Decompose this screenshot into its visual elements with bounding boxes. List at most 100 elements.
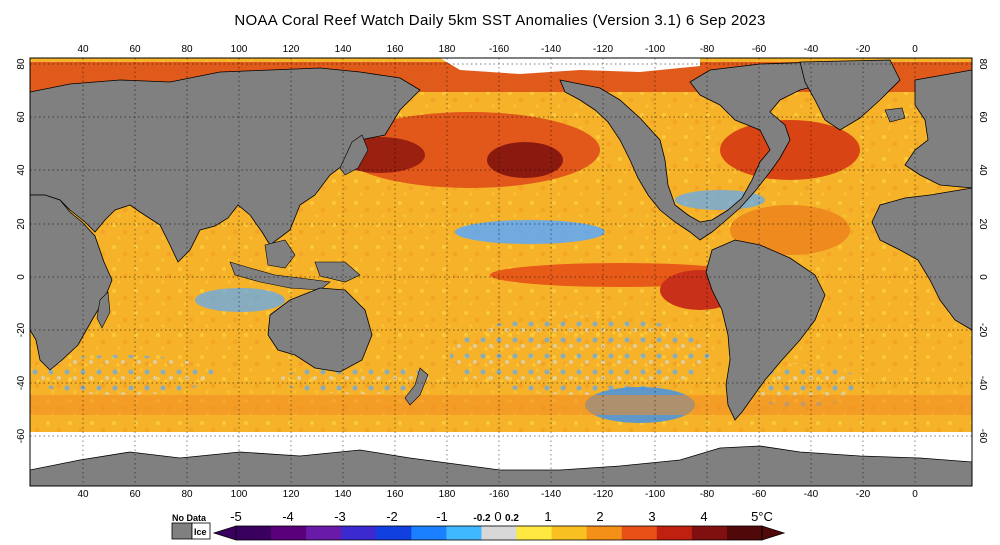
new-guinea-land bbox=[314, 261, 361, 283]
lon-tick-top: -20 bbox=[856, 44, 871, 55]
no-data-label: No Data bbox=[172, 513, 207, 523]
lon-tick-bottom: 60 bbox=[129, 489, 141, 500]
lat-tick-right: 80 bbox=[977, 58, 988, 70]
legend-tick: 5°C bbox=[751, 509, 773, 524]
lon-tick-bottom: 140 bbox=[335, 489, 352, 500]
colorbar-swatch bbox=[621, 526, 658, 540]
lon-tick-bottom: 40 bbox=[77, 489, 89, 500]
australia-land bbox=[267, 287, 373, 373]
colorbar-swatch bbox=[271, 526, 307, 540]
lat-tick-left: -40 bbox=[16, 375, 27, 390]
lat-tick-right: -40 bbox=[977, 376, 988, 391]
lon-tick-bottom: -160 bbox=[489, 489, 509, 500]
lat-tick-left: -60 bbox=[16, 428, 27, 443]
colorbar-swatch bbox=[516, 526, 553, 540]
lat-tick-right: 60 bbox=[977, 111, 988, 123]
legend-tick: 3 bbox=[648, 509, 655, 524]
lon-tick-bottom: 0 bbox=[912, 489, 918, 500]
lat-tick-right: 0 bbox=[977, 274, 988, 280]
west-australia-cool bbox=[195, 288, 285, 312]
legend-tick: 0 bbox=[494, 509, 501, 524]
south-america-land bbox=[705, 239, 826, 421]
africa-east-land bbox=[871, 187, 972, 331]
lon-tick-top: 40 bbox=[77, 44, 89, 55]
lat-ticks-right: 80 60 40 20 0 -20 -40 -60 bbox=[977, 58, 988, 443]
lon-tick-bottom: 100 bbox=[231, 489, 248, 500]
colorbar-arrow-left bbox=[212, 525, 237, 541]
lat-tick-right: -20 bbox=[977, 323, 988, 338]
ice-label: Ice bbox=[194, 527, 207, 537]
lon-tick-top: 0 bbox=[912, 44, 918, 55]
europe-land bbox=[904, 69, 972, 189]
colorbar-swatch bbox=[411, 526, 447, 540]
colorbar-swatch bbox=[551, 526, 588, 540]
lat-tick-right: -60 bbox=[977, 429, 988, 444]
colorbar-border bbox=[235, 525, 763, 541]
lon-tick-top: -100 bbox=[645, 44, 665, 55]
lon-tick-top: -60 bbox=[752, 44, 767, 55]
lon-ticks-bottom: 40 60 80 100 120 140 160 180 -160 -140 -… bbox=[77, 489, 918, 500]
lon-tick-bottom: -40 bbox=[804, 489, 819, 500]
greenland-land bbox=[799, 59, 901, 131]
southern-ocean-band bbox=[30, 395, 972, 415]
new-zealand-land bbox=[404, 367, 429, 406]
lon-tick-bottom: -60 bbox=[752, 489, 767, 500]
lat-tick-left: -20 bbox=[16, 322, 27, 337]
no-data-swatch bbox=[171, 522, 193, 540]
colorbar-swatch bbox=[691, 526, 728, 540]
colorbar bbox=[212, 525, 786, 541]
legend-tick: -2 bbox=[386, 509, 398, 524]
indian-ocean-cool bbox=[30, 355, 215, 395]
lon-tick-bottom: 80 bbox=[181, 489, 193, 500]
north-atlantic-hot bbox=[720, 120, 860, 180]
colorbar-swatch bbox=[446, 526, 482, 540]
lon-tick-bottom: -100 bbox=[645, 489, 665, 500]
lon-tick-top: -120 bbox=[593, 44, 613, 55]
central-pacific-cool bbox=[455, 220, 605, 244]
lat-tick-left: 20 bbox=[16, 218, 27, 230]
lon-tick-top: -40 bbox=[804, 44, 819, 55]
legend-tick: 0.2 bbox=[505, 513, 519, 524]
lon-tick-top: 80 bbox=[181, 44, 193, 55]
legend-tick: -4 bbox=[282, 509, 294, 524]
lat-tick-left: 80 bbox=[16, 58, 27, 70]
graticule bbox=[30, 58, 972, 486]
north-pacific-core bbox=[487, 142, 563, 178]
lat-tick-left: 40 bbox=[16, 164, 27, 176]
colorbar-swatch bbox=[656, 526, 693, 540]
lat-tick-right: 40 bbox=[977, 164, 988, 176]
lon-tick-bottom: -80 bbox=[700, 489, 715, 500]
colorbar-swatch bbox=[376, 526, 412, 540]
indonesia-land bbox=[229, 261, 331, 291]
atlantic-tropical-warm bbox=[730, 205, 850, 255]
madagascar-land bbox=[96, 291, 111, 329]
lon-tick-bottom: 180 bbox=[439, 489, 456, 500]
lon-tick-top: 140 bbox=[335, 44, 352, 55]
lon-tick-bottom: -120 bbox=[593, 489, 613, 500]
map-title: NOAA Coral Reef Watch Daily 5km SST Anom… bbox=[234, 12, 766, 29]
legend-tick: -1 bbox=[436, 509, 448, 524]
lon-ticks-top: 40 60 80 100 120 140 160 180 -160 -140 -… bbox=[77, 44, 918, 55]
lon-tick-bottom: 160 bbox=[387, 489, 404, 500]
legend-tick: -3 bbox=[334, 509, 346, 524]
colorbar-arrow-right bbox=[761, 525, 786, 541]
lon-tick-top: -160 bbox=[489, 44, 509, 55]
lat-tick-left: 0 bbox=[16, 274, 27, 280]
lon-tick-top: 180 bbox=[439, 44, 456, 55]
ice-swatch bbox=[191, 522, 211, 540]
lat-ticks-left: 80 60 40 20 0 -20 -40 -60 bbox=[16, 58, 27, 443]
lon-tick-top: -80 bbox=[700, 44, 715, 55]
borneo-land bbox=[264, 239, 296, 269]
south-indian-cool bbox=[280, 366, 440, 394]
legend-tick: 2 bbox=[596, 509, 603, 524]
lon-tick-top: 120 bbox=[283, 44, 300, 55]
eurasia-land bbox=[30, 67, 421, 263]
lon-tick-bottom: -140 bbox=[541, 489, 561, 500]
arctic-ice bbox=[440, 58, 700, 74]
legend-tick: 1 bbox=[544, 509, 551, 524]
antarctica-land bbox=[30, 445, 972, 486]
colorbar-swatch bbox=[726, 526, 763, 540]
lat-tick-left: 60 bbox=[16, 111, 27, 123]
colorbar-swatch bbox=[586, 526, 623, 540]
legend-tick: 4 bbox=[700, 509, 707, 524]
